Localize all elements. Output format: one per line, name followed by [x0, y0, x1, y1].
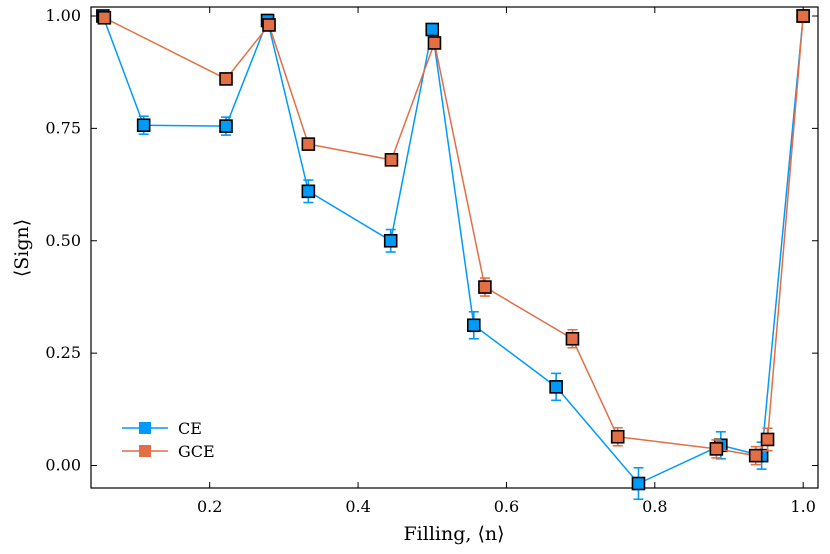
x-tick-label: 0.2	[197, 497, 222, 516]
data-point-ce	[219, 119, 233, 133]
y-axis-title: ⟨Sign⟩	[11, 219, 33, 277]
data-point-ce	[136, 118, 151, 133]
legend-label-gce: GCE	[178, 442, 215, 461]
y-tick-label: 1.00	[45, 6, 81, 25]
data-point-gce	[709, 442, 724, 456]
data-point-ce	[549, 380, 563, 394]
x-tick-label: 0.4	[345, 497, 370, 516]
x-axis-title: Filling, ⟨n⟩	[403, 523, 504, 545]
y-axis-ticks: 0.00 0.25 0.50 0.75 1.00	[45, 6, 818, 475]
series-ce	[96, 9, 810, 501]
legend-marker-ce	[139, 422, 151, 434]
data-point-gce	[219, 72, 233, 86]
y-tick-label: 0.25	[45, 343, 81, 362]
data-point-gce	[748, 448, 763, 463]
series-line-gce	[104, 15, 804, 457]
plot-frame	[90, 6, 819, 489]
legend-item-gce: GCE	[122, 442, 215, 461]
data-point-gce	[97, 10, 112, 25]
x-tick-label: 1.0	[790, 497, 815, 516]
data-point-gce	[478, 280, 492, 294]
data-point-gce	[262, 18, 276, 32]
series-layer	[96, 9, 810, 501]
data-point-gce	[427, 36, 442, 50]
data-point-ce	[425, 22, 440, 37]
legend-label-ce: CE	[178, 419, 202, 438]
y-tick-label: 0.50	[45, 231, 81, 250]
y-tick-label: 0.75	[45, 118, 81, 137]
x-axis-ticks: 0.2 0.4 0.6 0.8 1.0	[197, 7, 816, 516]
x-tick-label: 0.6	[494, 497, 519, 516]
legend-marker-gce	[139, 445, 151, 457]
legend: CE GCE	[122, 419, 215, 461]
y-tick-label: 0.00	[45, 456, 81, 475]
series-gce	[97, 9, 810, 466]
data-point-gce	[384, 153, 399, 167]
data-point-gce	[565, 331, 580, 346]
data-point-ce	[466, 318, 481, 333]
data-point-ce	[301, 184, 316, 199]
data-point-gce	[796, 9, 810, 23]
data-point-ce	[631, 476, 646, 491]
x-tick-label: 0.8	[642, 497, 667, 516]
series-line-ce	[102, 15, 804, 485]
data-point-gce	[760, 432, 775, 447]
data-point-ce	[383, 233, 398, 248]
data-point-gce	[610, 429, 625, 444]
data-point-gce	[301, 137, 316, 151]
legend-item-ce: CE	[122, 419, 202, 438]
